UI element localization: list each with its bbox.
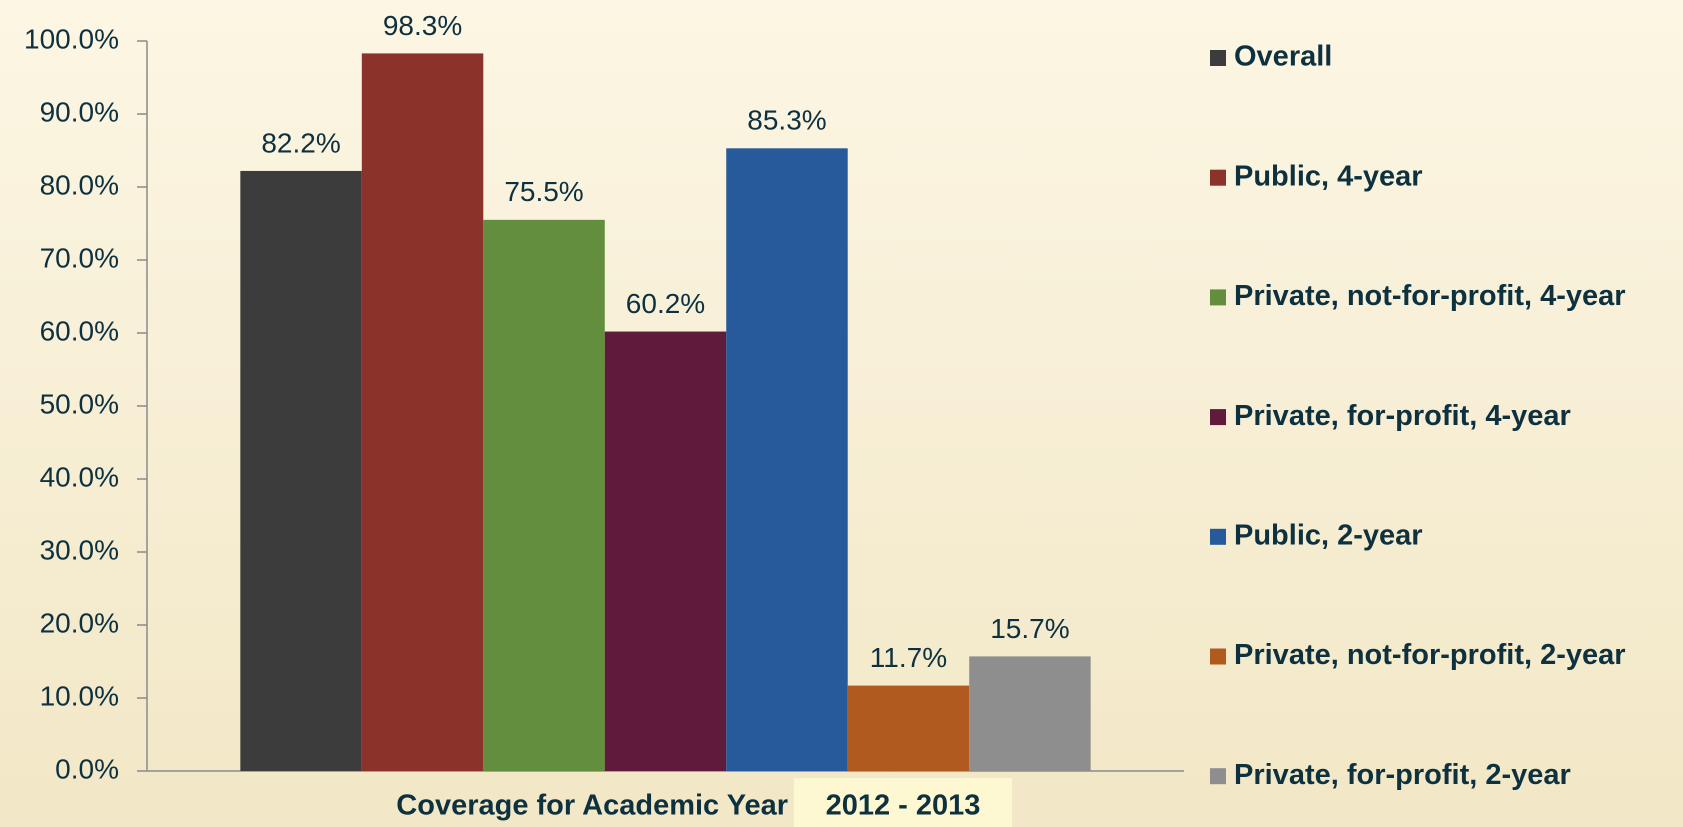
y-tick-label: 80.0%: [40, 169, 119, 200]
legend-label: Private, for-profit, 2-year: [1234, 759, 1571, 791]
y-tick-label: 50.0%: [40, 388, 119, 419]
y-tick-label: 0.0%: [55, 753, 119, 784]
bar: [361, 53, 484, 772]
legend-swatch: [1210, 648, 1226, 665]
y-tick-label: 40.0%: [40, 461, 119, 492]
y-tick-label: 100.0%: [24, 23, 119, 54]
y-tick-label: 30.0%: [40, 534, 119, 565]
y-tick-label: 90.0%: [40, 96, 119, 127]
legend-swatch: [1210, 768, 1226, 785]
y-tick-label: 70.0%: [40, 242, 119, 273]
x-tick-label: 2012 - 2013: [826, 790, 981, 822]
legend-label: Public, 2-year: [1234, 519, 1423, 551]
legend-swatch: [1210, 409, 1226, 426]
category-highlight: [794, 778, 1012, 827]
legend-label: Overall: [1234, 41, 1332, 73]
legend-swatch: [1210, 50, 1226, 66]
legend-swatch: [1210, 289, 1226, 306]
legend-swatch: [1210, 169, 1226, 186]
value-label: 82.2%: [261, 127, 340, 158]
value-label: 98.3%: [383, 10, 462, 41]
bar: [969, 656, 1091, 771]
value-label: 75.5%: [504, 176, 583, 207]
x-axis-label: Coverage for Academic Year: [396, 790, 788, 822]
value-label: 11.7%: [870, 642, 947, 673]
legend-label: Private, not-for-profit, 4-year: [1234, 280, 1626, 312]
y-tick-label: 10.0%: [40, 680, 119, 711]
y-tick-label: 60.0%: [40, 315, 119, 346]
legend-label: Public, 4-year: [1234, 160, 1423, 192]
value-label: 15.7%: [990, 613, 1069, 644]
bar: [604, 331, 727, 771]
value-label: 60.2%: [626, 288, 705, 319]
legend-label: Private, not-for-profit, 2-year: [1234, 639, 1626, 671]
legend-swatch: [1210, 528, 1226, 545]
bar: [726, 148, 848, 771]
bar: [240, 170, 362, 771]
legend-label: Private, for-profit, 4-year: [1234, 400, 1571, 432]
bar: [847, 685, 970, 771]
value-label: 85.3%: [747, 105, 826, 136]
y-tick-label: 20.0%: [40, 607, 119, 638]
bar: [483, 219, 605, 772]
